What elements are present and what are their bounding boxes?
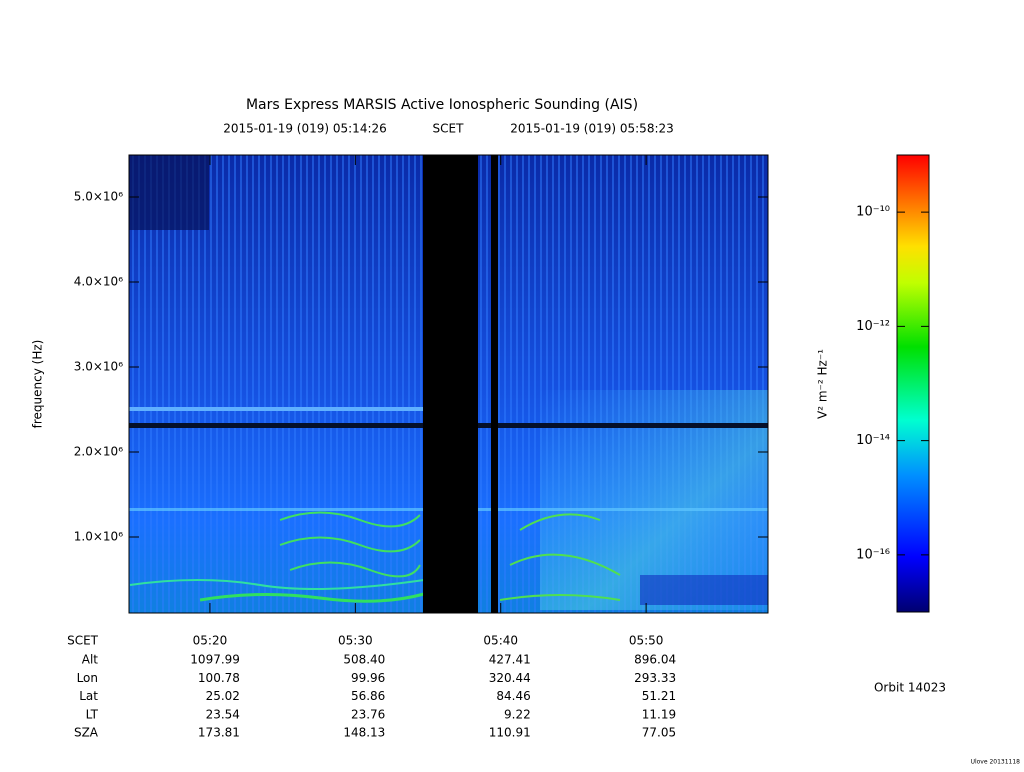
ephemeris-value: 110.91 [489,726,531,740]
colorbar [896,154,930,613]
ephemeris-value: 23.76 [351,707,385,721]
ephemeris-value: 508.40 [343,653,385,667]
x-tick-label: 05:40 [483,634,518,648]
ephemeris-row-label: Lat [79,689,98,703]
end-time: 2015-01-19 (019) 05:58:23 [510,122,674,136]
y-tick-label: 1.0×10⁶ [74,530,123,544]
x-tick-label: 05:30 [338,634,373,648]
chart-title: Mars Express MARSIS Active Ionospheric S… [246,97,638,113]
footer: Ulove 20131118 [971,759,1021,766]
y-axis-label: frequency (Hz) [31,340,45,429]
orbit: Orbit 14023 [874,681,946,695]
colorbar-label: V² m⁻² Hz⁻¹ [816,349,830,419]
ephemeris-row-label: SZA [74,726,99,740]
ephemeris-value: 84.46 [496,689,530,703]
ephemeris-value: 77.05 [642,726,676,740]
ephemeris-value: 25.02 [206,689,240,703]
ephemeris-value: 9.22 [504,707,531,721]
ephemeris-value: 173.81 [198,726,240,740]
y-tick-label: 5.0×10⁶ [74,189,123,203]
colorbar-tick-label: 10⁻¹² [856,319,890,334]
y-tick-label: 2.0×10⁶ [74,445,123,459]
colorbar-tick-label: 10⁻¹⁰ [856,205,890,220]
ephemeris-value: 293.33 [634,671,676,685]
ephemeris-value: 1097.99 [190,653,240,667]
ephemeris-value: 320.44 [489,671,531,685]
start-time: 2015-01-19 (019) 05:14:26 [223,122,387,136]
ephemeris-row-label: LT [86,707,99,721]
ephemeris-value: 148.13 [343,726,385,740]
x-tick-label: 05:50 [629,634,664,648]
y-tick-label: 4.0×10⁶ [74,274,123,288]
ephemeris-row-label: Lon [77,671,98,685]
ephemeris-row-label: SCET [67,634,99,648]
ephemeris-value: 896.04 [634,653,676,667]
colorbar-tick-label: 10⁻¹⁶ [856,547,890,562]
ephemeris-value: 427.41 [489,653,531,667]
ephemeris-value: 100.78 [198,671,240,685]
y-tick-label: 3.0×10⁶ [74,359,123,373]
spectrogram-image [128,154,769,614]
ephemeris-row-label: Alt [82,653,99,667]
x-tick-label: 05:20 [193,634,228,648]
ephemeris-value: 56.86 [351,689,385,703]
time-system: SCET [433,122,465,136]
ephemeris-value: 23.54 [206,707,240,721]
ephemeris-value: 11.19 [642,707,676,721]
ephemeris-value: 99.96 [351,671,385,685]
ephemeris-value: 51.21 [642,689,676,703]
colorbar-tick-label: 10⁻¹⁴ [856,433,890,448]
